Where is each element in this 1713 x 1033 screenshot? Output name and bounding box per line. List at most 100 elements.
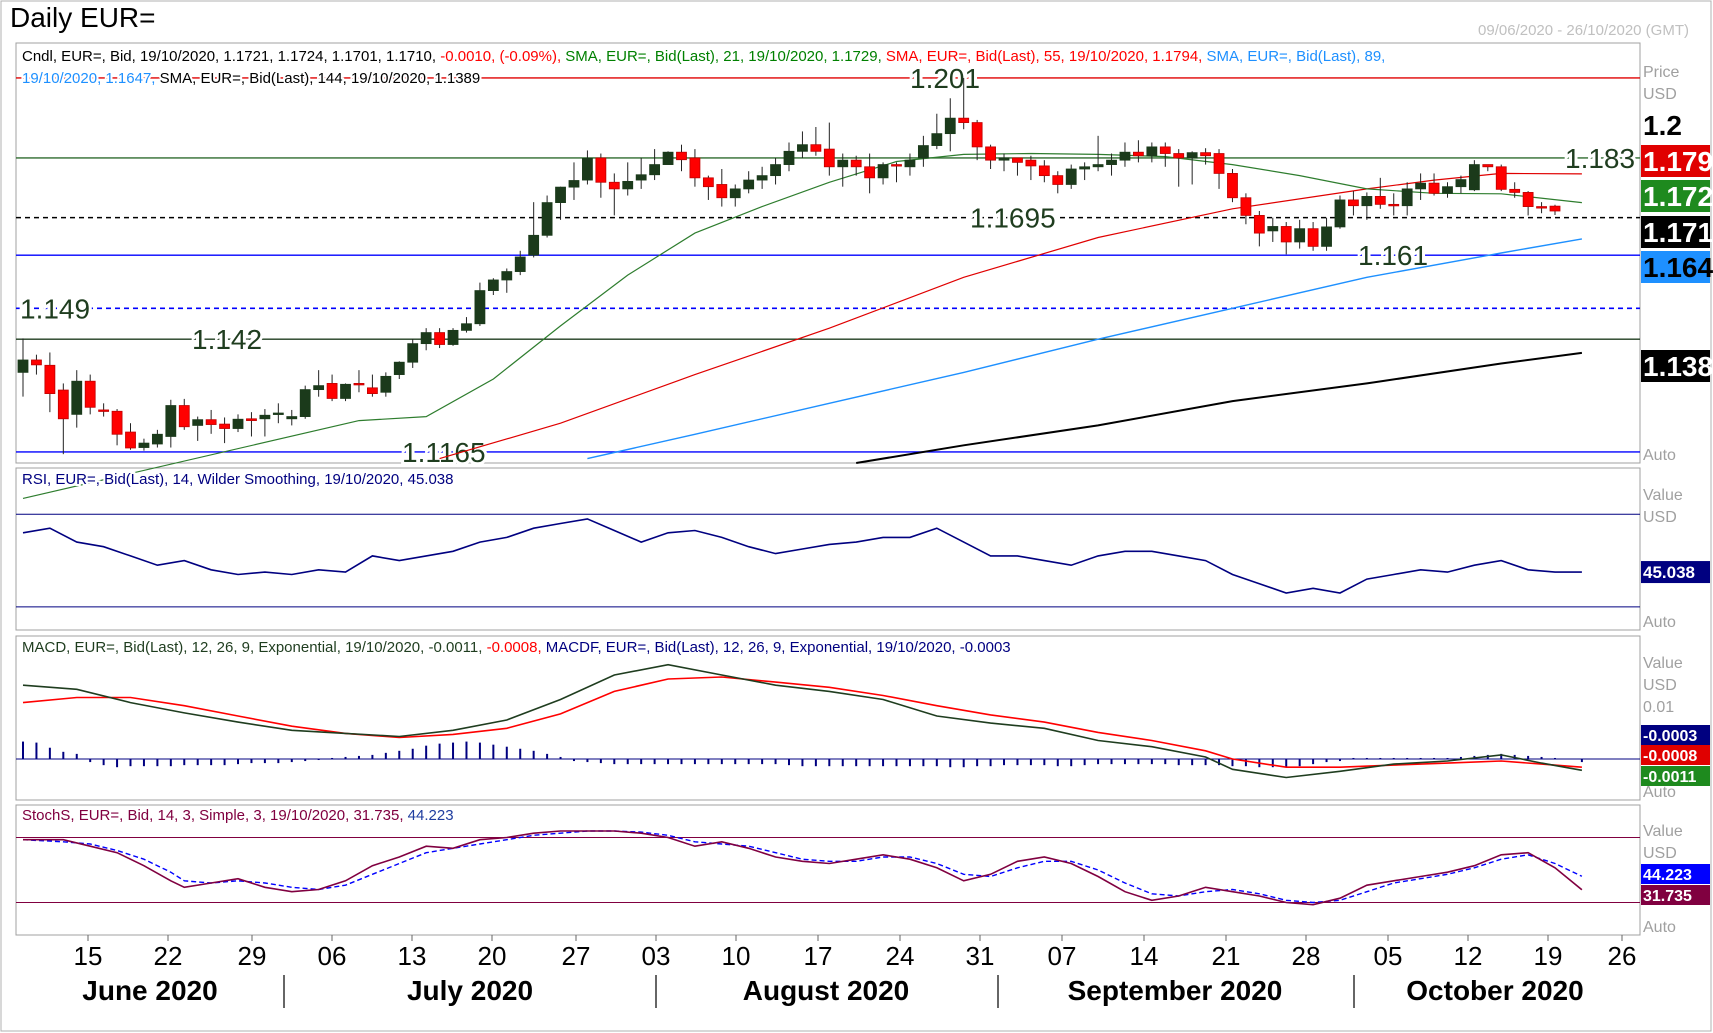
rsi-legend: RSI, EUR=, Bid(Last), 14, Wilder Smoothi… xyxy=(22,471,453,488)
candle-body xyxy=(971,122,983,148)
candle-body xyxy=(1482,164,1494,168)
candle-body xyxy=(595,157,607,183)
candle-body xyxy=(407,343,419,363)
stoch-axis-header: Value xyxy=(1643,823,1683,840)
candle-body xyxy=(823,148,835,168)
day-tick-label: 13 xyxy=(398,941,427,971)
candle-body xyxy=(1415,182,1427,190)
candle-body xyxy=(1106,159,1117,165)
macd-legend: MACD, EUR=, Bid(Last), 12, 26, 9, Expone… xyxy=(22,639,1011,656)
macd-line xyxy=(22,663,1583,779)
candle-body xyxy=(635,174,647,181)
candle-body xyxy=(151,433,163,445)
level-label-6: 1.1165 xyxy=(402,437,486,468)
price-axis-badge-4-bg xyxy=(1641,251,1710,283)
rsi-frame xyxy=(15,467,1641,631)
candle-body xyxy=(259,414,271,420)
candle-body xyxy=(797,144,808,152)
level-label-2: 1.1695 xyxy=(970,203,1056,234)
macd-axis-badge-0-text: -0.0003 xyxy=(1643,728,1697,745)
macd-signal-line xyxy=(22,676,1582,769)
stoch-axis-badge-0: 44.223 xyxy=(1641,864,1710,884)
candle-body xyxy=(1186,152,1198,159)
candle-body xyxy=(1052,175,1064,185)
candle-body xyxy=(165,405,177,437)
candle-body xyxy=(1213,153,1225,174)
rsi-panel xyxy=(16,513,1640,608)
day-tick-label: 03 xyxy=(642,941,671,971)
candle-body xyxy=(393,361,405,375)
candle-body xyxy=(420,332,432,345)
candle-body xyxy=(340,383,351,399)
price-axis-badge-2-text: 1.1729 xyxy=(1643,181,1713,212)
candle-body xyxy=(702,177,714,188)
macd-legend-part: MACD, EUR=, Bid(Last), 12, 26, 9, Expone… xyxy=(22,639,487,656)
candle-body xyxy=(1092,164,1104,168)
macd-legend-part: -0.0008, xyxy=(487,639,546,656)
day-tick-label: 24 xyxy=(886,941,915,971)
price-axis-badge-5-bg xyxy=(1641,350,1710,382)
candle-body xyxy=(125,431,136,449)
candle-body xyxy=(44,364,56,394)
candle-body xyxy=(770,164,781,177)
candle-body xyxy=(1025,159,1037,167)
candle-body xyxy=(178,405,190,428)
candle-body xyxy=(555,186,566,203)
candle-body xyxy=(944,117,956,135)
price-legend-line1-part: Cndl, EUR=, Bid, 19/10/2020, 1.1721, 1.1… xyxy=(22,48,440,65)
rsi-axis-badge-bg xyxy=(1641,561,1710,584)
candle-body xyxy=(917,145,929,159)
level-label-4: 1.149 xyxy=(20,293,90,324)
candle-body xyxy=(17,359,29,373)
candle-body xyxy=(461,323,472,331)
candle-body xyxy=(783,150,795,165)
candle-body xyxy=(1294,228,1306,243)
macd-axis-header: USD xyxy=(1643,677,1677,694)
level-label-1: 1.183 xyxy=(1565,143,1635,174)
candle-body xyxy=(219,423,230,429)
price-axis-badge-2-bg xyxy=(1641,180,1710,212)
candle-body xyxy=(286,416,298,420)
candle-body xyxy=(729,188,741,199)
day-tick-label: 26 xyxy=(1608,941,1637,971)
auto-scale-label: Auto xyxy=(1643,919,1676,936)
stoch-axis-badge-1-text: 31.735 xyxy=(1643,888,1692,905)
price-axis-badge-3: 1.1710 xyxy=(1641,216,1713,248)
candle-body xyxy=(1536,206,1547,209)
candle-body xyxy=(353,383,365,386)
candle-body xyxy=(1549,205,1561,212)
rsi-axis-header: USD xyxy=(1643,509,1677,526)
sma-55-line xyxy=(439,172,1582,460)
price-axis-badge-1-text: 1.1794 xyxy=(1643,146,1713,177)
candle-body xyxy=(1240,197,1252,216)
macd-frame xyxy=(15,635,1641,801)
candle-body xyxy=(138,442,150,448)
candle-body xyxy=(1200,152,1211,157)
candle-body xyxy=(299,389,311,417)
day-tick-label: 12 xyxy=(1454,941,1483,971)
day-tick-label: 29 xyxy=(238,941,267,971)
day-tick-label: 20 xyxy=(478,941,507,971)
month-label: August 2020 xyxy=(743,975,910,1006)
level-label-3: 1.161 xyxy=(1358,240,1428,271)
candle-body xyxy=(98,409,110,412)
value-axis: Price USD Value USD Value USD 0.01 Value USD Auto… xyxy=(1641,64,1713,936)
price-axis-badge-0: 1.2 xyxy=(1641,109,1710,141)
candle-body xyxy=(850,159,862,168)
price-axis-badge-2: 1.1729 xyxy=(1641,180,1713,212)
macd-axis-header: 0.01 xyxy=(1643,699,1674,716)
macd-axis-badge-2-bg xyxy=(1641,766,1710,786)
candle-body xyxy=(31,359,42,366)
candle-body xyxy=(649,164,661,176)
candle-body xyxy=(716,184,728,199)
stoch-frame xyxy=(15,804,1641,936)
stoch-axis-badge-0-bg xyxy=(1641,864,1710,884)
rsi-axis-badge-text: 45.038 xyxy=(1643,563,1695,582)
candle-body xyxy=(84,380,96,408)
candle-body xyxy=(743,179,755,190)
day-tick-label: 07 xyxy=(1048,941,1077,971)
level-label-5: 1.142 xyxy=(192,324,262,355)
candle-body xyxy=(487,279,499,291)
stoch-k-line xyxy=(23,830,1583,906)
candle-body xyxy=(931,133,943,146)
